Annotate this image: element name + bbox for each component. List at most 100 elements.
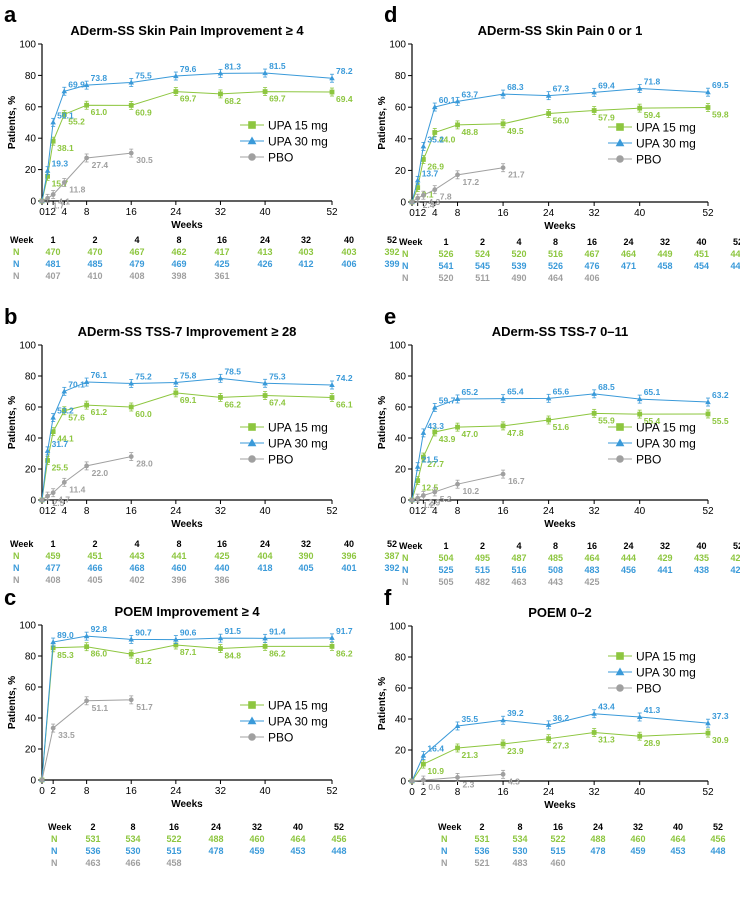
table-cell: 403	[341, 247, 356, 257]
table-cell: 521	[474, 858, 489, 868]
x-tick-label: 2	[421, 787, 427, 798]
x-tick-label: 32	[589, 208, 601, 219]
data-point	[329, 75, 335, 81]
table-cell: 530	[512, 846, 527, 856]
table-cell: 534	[125, 834, 140, 844]
table-cell: 477	[45, 563, 60, 573]
table-cell: 418	[257, 563, 272, 573]
data-label: 44.1	[57, 434, 74, 444]
table-cell: 478	[208, 846, 223, 856]
data-point	[705, 399, 711, 405]
legend: UPA 15 mg UPA 30 mg PBO	[608, 650, 696, 696]
data-point	[637, 733, 643, 739]
table-cell: 403	[298, 247, 313, 257]
table-cell: 471	[621, 261, 636, 271]
data-label: 21.5	[422, 455, 439, 465]
table-header-label: Week	[438, 822, 462, 832]
table-cell: 440	[214, 563, 229, 573]
data-point	[500, 471, 506, 477]
table-row-label: N	[51, 858, 58, 868]
data-label: 31.7	[52, 439, 69, 449]
data-label: 86.0	[91, 649, 108, 659]
x-tick-label: 24	[543, 506, 555, 517]
data-label: 60.0	[135, 409, 152, 419]
x-tick-label: 40	[634, 506, 646, 517]
data-label: 43.3	[427, 421, 444, 431]
data-label: 16.4	[427, 744, 444, 754]
table-cell: 405	[298, 563, 313, 573]
data-label: 51.7	[136, 702, 153, 712]
table-row-label: N	[402, 553, 409, 563]
table-cell: 520	[511, 249, 526, 259]
data-point	[39, 777, 45, 783]
table-row-label: N	[51, 846, 58, 856]
x-tick-label: 16	[498, 208, 510, 219]
data-label: 33.5	[58, 730, 75, 740]
data-point	[637, 411, 643, 417]
data-point	[262, 70, 268, 76]
data-label: 55.5	[712, 416, 729, 426]
table-cell: 408	[45, 575, 60, 585]
table-week: 24	[623, 541, 633, 551]
data-point	[420, 777, 426, 783]
data-point	[420, 143, 427, 149]
table-cell: 541	[438, 261, 453, 271]
table-header-label: Week	[10, 539, 34, 549]
series-upa-30-mg: 19.3 50.1 69.9 73.8 75.5 79.6 81.3 81.5 78.2	[39, 61, 353, 204]
data-label: 38.1	[57, 143, 74, 153]
legend: UPA 15 mg UPA 30 mg PBO	[240, 421, 328, 467]
data-point	[83, 82, 90, 88]
table-cell: 443	[129, 551, 144, 561]
x-axis-label: Weeks	[544, 519, 576, 530]
x-axis-label: Weeks	[544, 221, 576, 232]
y-tick-label: 100	[19, 40, 36, 51]
table-row-label: N	[13, 575, 20, 585]
table-cell: 425	[730, 553, 740, 563]
data-label: 61.2	[91, 407, 108, 417]
table-week: 2	[479, 822, 484, 832]
table-cell: 485	[548, 553, 563, 563]
data-label: 69.5	[712, 80, 729, 90]
legend-label: UPA 30 mg	[636, 437, 696, 451]
table-week: 8	[130, 822, 135, 832]
legend-label: UPA 15 mg	[268, 119, 328, 133]
x-tick-label: 16	[126, 786, 138, 797]
data-point	[50, 490, 56, 496]
data-point	[50, 192, 56, 197]
data-point	[420, 752, 427, 758]
x-tick-label: 2	[421, 506, 427, 517]
table-cell: 534	[512, 834, 527, 844]
data-label: 78.5	[224, 366, 241, 376]
data-label: 91.5	[224, 626, 241, 636]
table-row-label: N	[13, 551, 20, 561]
x-tick-label: 40	[634, 208, 646, 219]
data-label: 65.6	[553, 386, 570, 396]
table-cell: 444	[621, 553, 636, 563]
data-label: 68.3	[507, 82, 524, 92]
table-cell: 464	[670, 834, 685, 844]
legend-label: UPA 15 mg	[268, 699, 328, 713]
data-label: 15.7	[52, 178, 69, 188]
x-tick-label: 8	[455, 506, 461, 517]
y-tick-label: 60	[395, 103, 407, 114]
data-point	[50, 725, 56, 731]
table-cell: 476	[584, 261, 599, 271]
y-tick-label: 100	[389, 40, 406, 51]
data-label: 7.8	[440, 192, 452, 202]
table-week: 32	[660, 541, 670, 551]
y-tick-label: 20	[25, 465, 37, 476]
data-point	[61, 111, 67, 117]
table-week: 40	[344, 235, 354, 245]
legend-label: PBO	[268, 453, 293, 467]
table-cell: 459	[249, 846, 264, 856]
series-line	[41, 392, 333, 501]
x-tick-label: 32	[215, 207, 227, 218]
table-cell: 412	[298, 259, 313, 269]
data-label: 81.3	[224, 61, 241, 71]
data-point	[173, 379, 179, 385]
data-label: 81.2	[135, 656, 152, 666]
data-point	[50, 414, 56, 420]
data-point	[591, 390, 597, 396]
